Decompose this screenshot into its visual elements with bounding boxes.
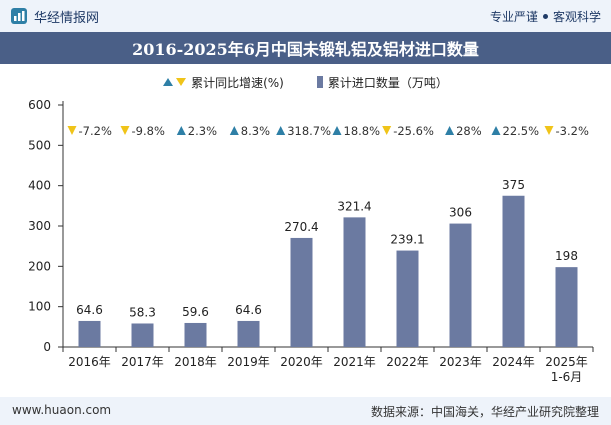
y-tick-label: 0 [43,340,51,354]
growth-rate-label: -9.8% [132,124,165,138]
x-tick-label: 2022年 [386,355,429,369]
growth-up-triangle [491,126,501,135]
growth-rate-label: 8.3% [241,124,270,138]
bar-value-label: 59.6 [182,305,209,319]
growth-rate-label: -25.6% [393,124,434,138]
footer-url[interactable]: www.huaon.com [12,403,112,417]
legend-item-growth[interactable]: 累计同比增速(%) [163,74,284,91]
slogan-left: 专业严谨 [489,9,538,24]
bar-value-label: 58.3 [129,305,156,319]
x-tick-label: 2019年 [227,355,270,369]
legend: 累计同比增速(%) 累计进口数量（万吨） [0,70,611,94]
bar [343,217,366,347]
up-down-triangle-icon [163,78,187,86]
y-tick-label: 100 [28,300,51,314]
slogan: 专业严谨 客观科学 [490,6,601,26]
bar-value-label: 64.6 [235,303,262,317]
x-tick-label: 2017年 [121,355,164,369]
bar [290,237,313,347]
x-tick-label: 2020年 [280,355,323,369]
growth-down-triangle [544,126,554,135]
y-tick-label: 600 [28,98,51,112]
bar-swatch-icon [316,76,323,88]
y-tick-label: 500 [28,138,51,152]
y-tick-label: 300 [28,219,51,233]
brand-name: 华经情报网 [34,10,100,26]
chart: 0 100 200 300 400 500 600 64.6 2016年 58.3 2017年 59.… [28,98,594,384]
bar [184,322,207,347]
brand-logo-icon [11,8,27,24]
bar-value-label: 239.1 [390,233,424,247]
legend-growth-label: 累计同比增速(%) [191,75,284,90]
bar-value-label: 321.4 [337,199,371,213]
x-tick-label: 2018年 [174,355,217,369]
bar [555,267,578,347]
growth-up-triangle [176,126,186,135]
data-source: 数据来源：中国海关，华经产业研究院整理 [370,405,599,419]
growth-down-triangle [382,126,392,135]
bar-value-label: 64.6 [76,303,103,317]
growth-rate-label: 18.8% [344,124,381,138]
bar [449,223,472,347]
growth-up-triangle [332,126,342,135]
brand[interactable]: 华经情报网 [10,6,99,26]
chart-title: 2016-2025年6月中国未锻轧铝及铝材进口数量 [132,40,479,59]
growth-down-triangle [67,126,77,135]
slogan-right: 客观科学 [552,9,601,24]
growth-rate-label: 2.3% [188,124,217,138]
bar [78,320,101,347]
growth-rate-label: -3.2% [556,124,589,138]
bar-value-label: 270.4 [284,220,318,234]
growth-rate-label: 22.5% [503,124,540,138]
slogan-separator-dot [542,13,548,19]
title-band: 2016-2025年6月中国未锻轧铝及铝材进口数量 [0,32,611,64]
top-bar: 华经情报网 专业严谨 客观科学 [0,0,611,32]
growth-rate-label: -7.2% [79,124,112,138]
y-tick-label: 400 [28,179,51,193]
growth-rate-label: 28% [456,124,482,138]
x-tick-label: 2016年 [68,355,111,369]
bar-value-label: 375 [502,178,525,192]
x-tick-label: 1-6月 [551,370,583,384]
bar [502,195,525,347]
x-tick-label: 2023年 [439,355,482,369]
growth-down-triangle [120,126,130,135]
bar [131,323,154,347]
growth-rate-label: 318.7% [287,124,331,138]
bar [237,320,260,347]
bar-value-label: 306 [449,206,472,220]
bar [396,250,419,347]
footer: www.huaon.com 数据来源：中国海关，华经产业研究院整理 [0,397,611,425]
legend-item-volume[interactable]: 累计进口数量（万吨） [316,74,448,91]
growth-up-triangle [229,126,239,135]
x-tick-label: 2021年 [333,355,376,369]
x-tick-label: 2024年 [492,355,535,369]
growth-up-triangle [276,126,286,135]
y-tick-label: 200 [28,259,51,273]
growth-up-triangle [445,126,455,135]
bar-value-label: 198 [555,249,578,263]
legend-volume-label: 累计进口数量（万吨） [327,75,448,90]
x-tick-label: 2025年 [545,355,588,369]
